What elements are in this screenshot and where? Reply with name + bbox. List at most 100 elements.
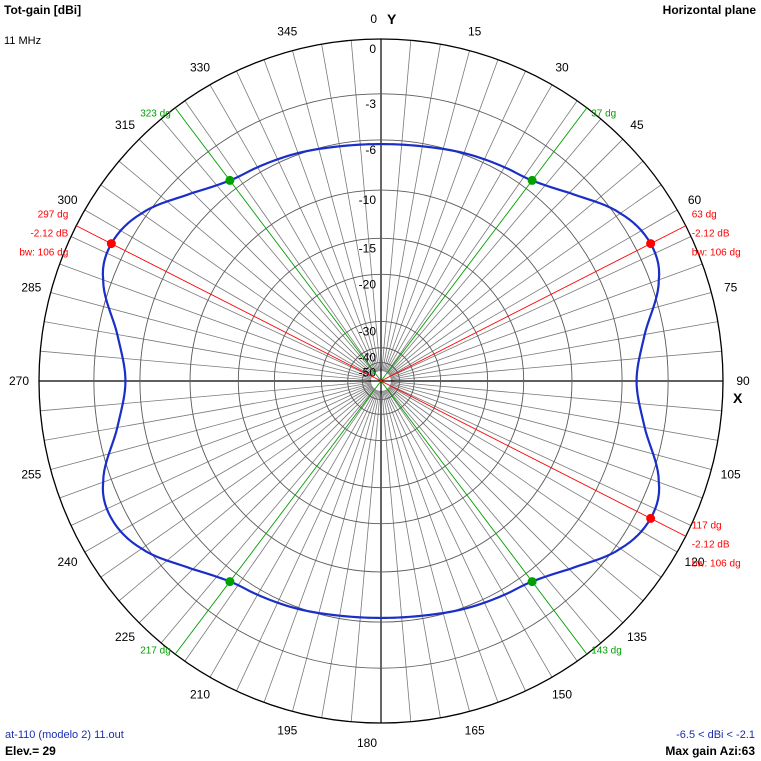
grid-spoke [350,40,381,372]
azimuth-label: 240 [57,555,77,569]
beamwidth-point [527,577,537,587]
grid-spoke [184,388,376,662]
grid-spoke [388,184,662,376]
gain-ring [189,189,573,573]
grid-spoke [160,388,375,644]
grid-spoke [50,292,372,379]
azimuth-label: 180 [357,736,377,750]
radial-tick-label: -20 [359,277,377,291]
grid-spoke [44,382,372,441]
azimuth-label: 0 [370,12,377,26]
x-axis-label: X [733,390,743,406]
max-gain-line [380,380,686,537]
azimuth-label: 330 [190,60,210,74]
grid-spoke [321,44,380,372]
gain-ring [321,321,441,441]
grid-spoke [385,84,553,373]
max-gain-point [646,513,656,523]
azimuth-label: 15 [468,24,482,38]
grid-spoke [381,390,412,722]
grid-spoke [390,350,722,381]
radial-tick-label: 0 [369,42,376,56]
file-label: at-110 (modelo 2) 11.out [5,729,124,741]
max-gain-point [646,239,656,249]
gain-ring [139,139,623,623]
grid-spoke [389,209,678,377]
grid-spoke [390,292,712,379]
gain-ring [237,237,525,525]
grid-spoke [383,390,470,712]
pattern-curve [101,142,661,620]
grid-spoke [321,390,380,718]
grid-spoke [386,388,578,662]
grid-spoke [384,59,499,372]
max-gain-value-label: -2.12 dB [30,229,68,240]
grid-spoke [390,383,712,470]
grid-spoke [387,138,624,375]
radial-tick-label: -3 [365,97,376,111]
grid-spoke [382,390,441,718]
grid-spoke [384,389,526,692]
grid-spoke [382,44,441,372]
frequency-label: 11 MHz [4,35,42,47]
azimuth-label: 315 [115,118,135,132]
radial-tick-label: -40 [359,351,377,365]
grid-spoke [387,388,602,644]
grid-spoke [138,138,375,375]
grid-spoke [263,390,378,703]
grid-spoke [350,390,381,722]
quantity-label: Tot-gain [dBi] [4,3,82,17]
radial-tick-label: -6 [365,143,376,157]
grid-spoke [40,381,372,412]
beamwidth-line [174,380,382,655]
grid-spoke [138,387,375,624]
azimuth-label: 135 [627,630,647,644]
radial-tick-label: -15 [359,241,377,255]
max-gain-line [76,225,382,382]
grid-spoke [118,160,374,375]
gain-ring [93,93,669,669]
grid-spoke [70,384,373,526]
grid-spoke [390,321,718,380]
beamwidth-point [527,175,537,185]
beamwidth-label: 323 dg [140,109,171,120]
max-bw-label: bw: 106 dg [692,248,741,259]
max-bw-label: bw: 106 dg [692,558,741,569]
grid-spoke [263,59,378,372]
grid-spoke [84,209,373,377]
gain-ring [38,38,724,724]
grid-spoke [383,50,470,372]
azimuth-label: 285 [21,280,41,294]
grid-spoke [390,263,703,378]
azimuth-label: 345 [277,24,297,38]
grid-spoke [389,385,678,553]
grid-spoke [100,184,374,376]
radial-tick-label: -30 [359,324,377,338]
grid-spoke [388,387,644,602]
grid-spoke [384,390,499,703]
beamwidth-point [225,175,235,185]
grid-spoke [236,389,378,692]
grid-spoke [184,100,376,374]
grid-spoke [387,118,602,374]
range-label: -6.5 < dBi < -2.1 [676,729,755,741]
grid-spoke [70,236,373,378]
grid-spoke [387,387,624,624]
beamwidth-line [174,107,382,382]
grid-spoke [292,50,379,372]
beamwidth-line [380,380,588,655]
azimuth-label: 60 [688,193,702,207]
y-axis-label: Y [387,11,397,27]
max-gain-value-label: -2.12 dB [692,229,730,240]
max-gain-value-label: -2.12 dB [692,539,730,550]
max-gain-label: Max gain Azi:63 [665,744,755,758]
grid-spoke [160,118,375,374]
plane-label: Horizontal plane [662,3,756,17]
grid-spoke [386,100,578,374]
radial-tick-label: -10 [359,193,377,207]
azimuth-label: 90 [736,374,750,388]
azimuth-label: 45 [630,118,644,132]
grid-spoke [390,384,703,499]
grid-spoke [384,70,526,373]
